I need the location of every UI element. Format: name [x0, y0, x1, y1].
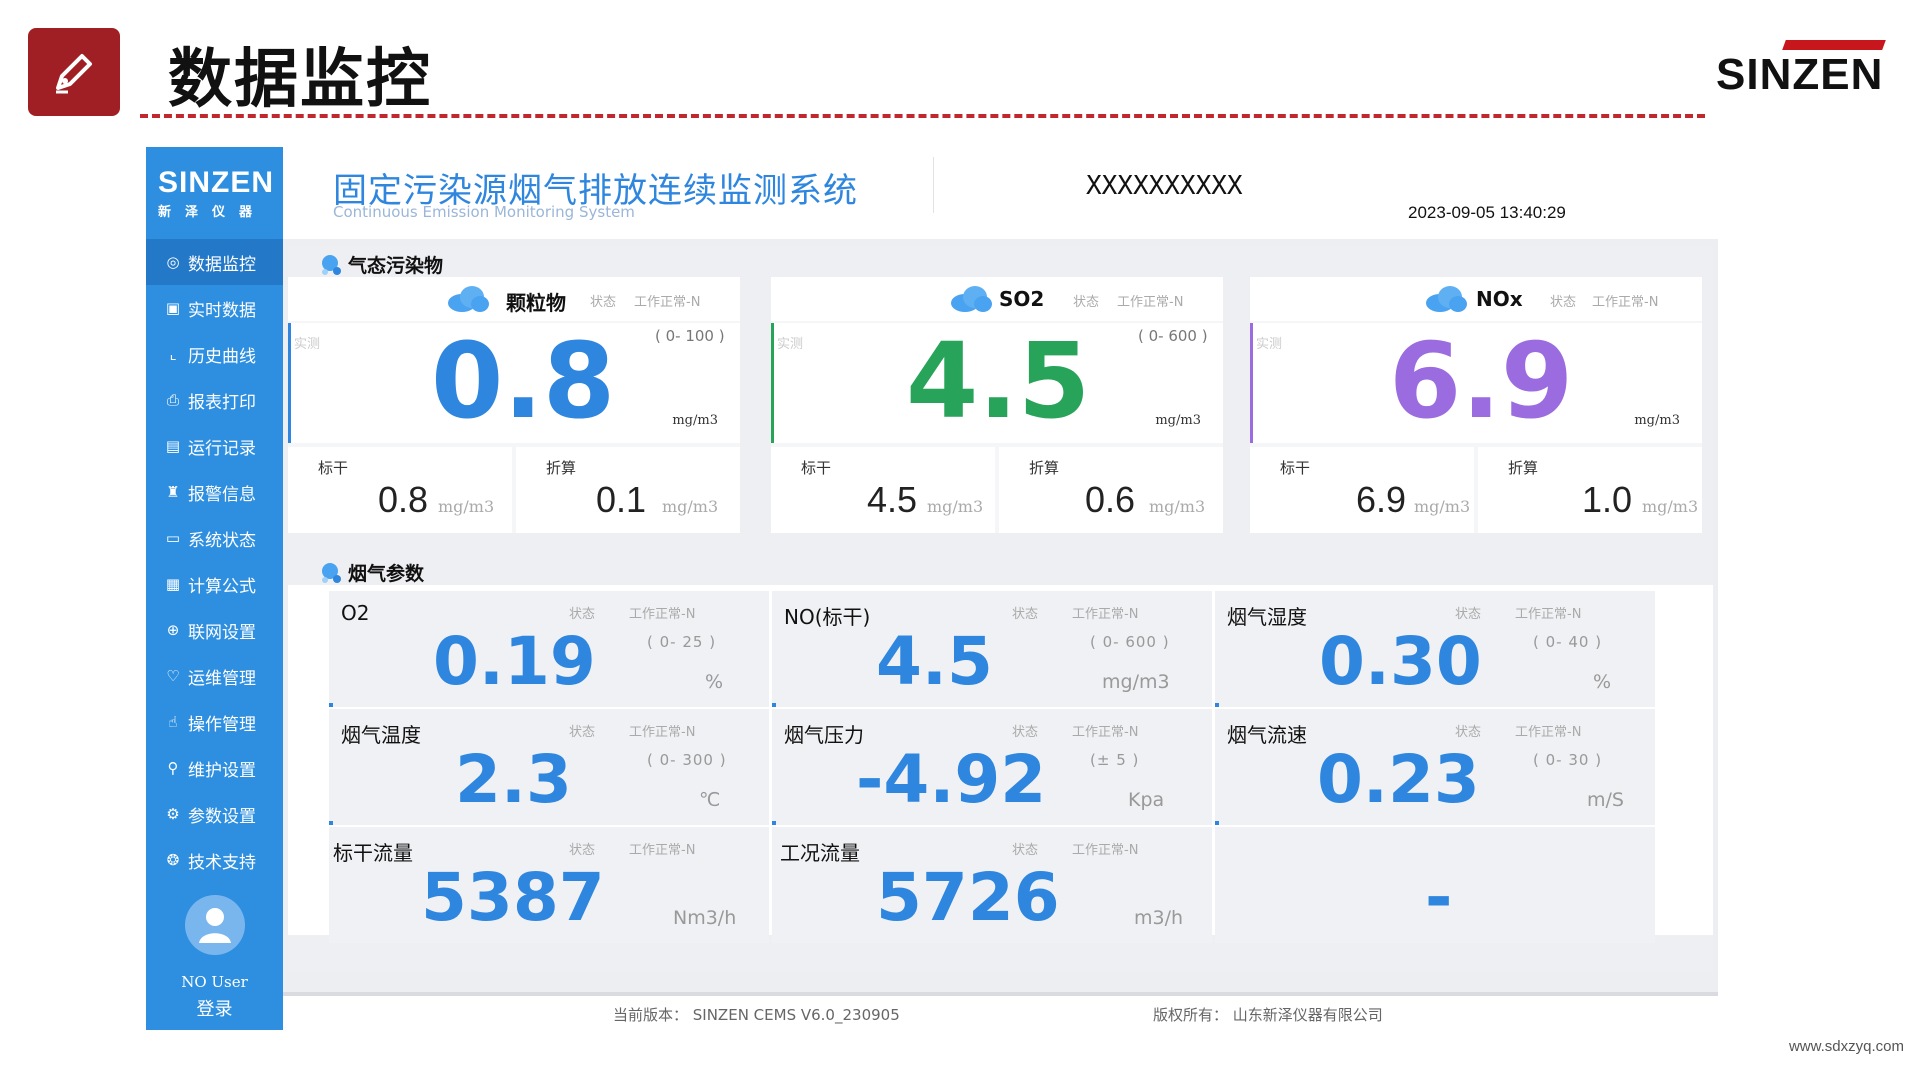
cems-app-window: SINZEN 新泽仪器 ◎ 数据监控 ▣ 实时数据 ⌞ 历史曲线 ⎙ 报表打印 ▤ 运行记…	[146, 147, 1718, 1030]
gas-name: 颗粒物	[506, 291, 566, 315]
sidebar-logo: SINZEN 新泽仪器	[158, 166, 275, 221]
copyright-text: 版权所有： 山东新泽仪器有限公司	[1153, 1006, 1383, 1024]
alarm-icon: ♜	[166, 483, 180, 501]
status-label: 状态	[1550, 295, 1577, 310]
user-name: NO User	[181, 973, 248, 991]
sidebar-item-service[interactable]: ⚲ 维护设置	[146, 745, 283, 791]
gas-card-so2: SO2 状态 工作正常-N 实测 ( 0- 600 ) 4.5 mg/m3 标干…	[771, 277, 1223, 533]
range-text: ( 0- 100 )	[655, 327, 725, 345]
sidebar-item-network[interactable]: ⊕ 联网设置	[146, 607, 283, 653]
gas-name: NOx	[1476, 287, 1523, 311]
cloud-icon	[448, 286, 489, 312]
system-icon: ▭	[165, 529, 181, 547]
param-card-empty: -	[1215, 827, 1655, 943]
gas-name: SO2	[999, 287, 1045, 311]
gas-unit: mg/m3	[1634, 413, 1680, 428]
system-title: 固定污染源烟气排放连续监测系统	[333, 171, 858, 211]
sidebar-item-history[interactable]: ⌞ 历史曲线	[146, 331, 283, 377]
status-text: 工作正常-N	[1117, 295, 1184, 310]
dry-panel: 标干 6.9 mg/m3	[1250, 447, 1474, 533]
app-footer: 当前版本： SINZEN CEMS V6.0_230905 版权所有： 山东新泽…	[283, 992, 1718, 1030]
gas-value: 0.8	[431, 320, 616, 442]
converted-panel: 折算 0.1 mg/m3	[516, 447, 740, 533]
dry-panel: 标干 0.8 mg/m3	[288, 447, 512, 533]
param-card-temperature: 烟气温度 状态 工作正常-N 2.3 ( 0- 300 ) ℃	[329, 709, 769, 825]
site-url: www.sdxzyq.com	[1788, 1038, 1904, 1055]
actual-label: 实测	[294, 337, 321, 352]
network-icon: ⊕	[166, 621, 180, 639]
sidebar: SINZEN 新泽仪器 ◎ 数据监控 ▣ 实时数据 ⌞ 历史曲线 ⎙ 报表打印 ▤ 运行记…	[146, 147, 283, 1030]
dry-panel: 标干 4.5 mg/m3	[771, 447, 995, 533]
sidebar-item-system[interactable]: ▭ 系统状态	[165, 529, 256, 551]
avatar-icon[interactable]	[184, 895, 245, 955]
status-label: 状态	[1073, 295, 1100, 310]
param-card-o2: O2 状态 工作正常-N 0.19 ( 0- 25 ) %	[329, 591, 769, 707]
version-text: 当前版本： SINZEN CEMS V6.0_230905	[613, 1006, 900, 1024]
sidebar-item-realtime[interactable]: ▣ 实时数据	[165, 299, 256, 321]
status-text: 工作正常-N	[634, 295, 701, 310]
gear-icon: ⚙	[166, 805, 180, 823]
gas-value: 4.5	[906, 320, 1091, 442]
operation-icon: ☝	[168, 713, 178, 731]
user-panel: NO User 登录	[146, 895, 283, 1021]
slide-title: 数据监控	[168, 43, 432, 117]
sidebar-item-maintenance[interactable]: ♡ 运维管理	[146, 653, 283, 699]
section-bullet-icon	[320, 254, 342, 276]
sidebar-nav: ◎ 数据监控 ▣ 实时数据 ⌞ 历史曲线 ⎙ 报表打印 ▤ 运行记录 ♜ 报警信息 ▭ 系统状…	[146, 239, 283, 883]
title-divider	[140, 114, 1705, 118]
service-icon: ⚲	[167, 759, 179, 777]
sidebar-item-alarm[interactable]: ♜ 报警信息	[146, 469, 283, 515]
param-card-actual-flow: 工况流量 状态 工作正常-N 5726 m3/h	[772, 827, 1212, 943]
sidebar-item-data-monitor[interactable]: ◎ 数据监控	[146, 239, 283, 285]
gas-unit: mg/m3	[1155, 413, 1201, 428]
section-bullet-icon	[320, 562, 342, 584]
status-text: 工作正常-N	[1592, 295, 1659, 310]
gas-unit: mg/m3	[672, 413, 718, 428]
actual-label: 实测	[1256, 337, 1283, 352]
param-card-velocity: 烟气流速 状态 工作正常-N 0.23 ( 0- 30 ) m/S	[1215, 709, 1655, 825]
flue-section-title: 烟气参数	[320, 559, 424, 586]
log-icon: ▤	[165, 437, 181, 455]
system-subtitle: Continuous Emission Monitoring System	[333, 203, 635, 221]
datetime: 2023-09-05 13:40:29	[1408, 203, 1566, 222]
actual-label: 实测	[777, 337, 804, 352]
sidebar-item-support[interactable]: ❂ 技术支持	[146, 837, 283, 883]
sidebar-item-formula[interactable]: ▦ 计算公式	[165, 575, 256, 597]
login-button[interactable]: 登录	[196, 999, 233, 1020]
realtime-icon: ▣	[165, 299, 181, 317]
flue-params-panel: O2 状态 工作正常-N 0.19 ( 0- 25 ) % NO(标干) 状态 …	[288, 585, 1713, 943]
gas-value: 6.9	[1389, 320, 1574, 442]
gas-card-particulate: 颗粒物 状态 工作正常-N 实测 ( 0- 100 ) 0.8 mg/m3 标干…	[288, 277, 740, 533]
param-card-std-flow: 标干流量 状态 工作正常-N 5387 Nm3/h	[329, 827, 769, 943]
param-card-no: NO(标干) 状态 工作正常-N 4.5 ( 0- 600 ) mg/m3	[772, 591, 1212, 707]
station-name: XXXXXXXXXX	[1086, 171, 1243, 201]
pen-badge-icon	[28, 28, 120, 116]
param-card-pressure: 烟气压力 状态 工作正常-N -4.92 (± 5 ) Kpa	[772, 709, 1212, 825]
header-divider	[933, 157, 934, 213]
monitor-icon: ◎	[166, 253, 180, 271]
cloud-icon	[1426, 286, 1467, 312]
sidebar-item-report[interactable]: ⎙ 报表打印	[146, 377, 283, 423]
calculator-icon: ▦	[165, 575, 181, 593]
sidebar-item-runlog[interactable]: ▤ 运行记录	[165, 437, 256, 459]
brand-logo: SINZEN	[1712, 36, 1892, 99]
cloud-icon	[951, 286, 992, 312]
converted-panel: 折算 1.0 mg/m3	[1478, 447, 1702, 533]
range-text: ( 0- 600 )	[1138, 327, 1208, 345]
status-label: 状态	[590, 295, 617, 310]
maintenance-icon: ♡	[166, 667, 180, 685]
chart-line-icon: ⌞	[169, 345, 177, 363]
param-card-humidity: 烟气湿度 状态 工作正常-N 0.30 ( 0- 40 ) %	[1215, 591, 1655, 707]
main-content: 气态污染物 颗粒物 状态 工作正常-N 实测 ( 0- 100 ) 0.8 mg…	[288, 247, 1713, 972]
sidebar-item-operation[interactable]: ☝ 操作管理	[146, 699, 283, 745]
sidebar-item-params[interactable]: ⚙ 参数设置	[146, 791, 283, 837]
print-icon: ⎙	[166, 391, 179, 409]
support-icon: ❂	[166, 851, 180, 869]
app-header: 固定污染源烟气排放连续监测系统 Continuous Emission Moni…	[283, 147, 1718, 239]
gas-section-title: 气态污染物	[320, 251, 443, 278]
gas-card-nox: NOx 状态 工作正常-N 实测 6.9 mg/m3 标干 6.9 mg/m3 …	[1250, 277, 1702, 533]
converted-panel: 折算 0.6 mg/m3	[999, 447, 1223, 533]
